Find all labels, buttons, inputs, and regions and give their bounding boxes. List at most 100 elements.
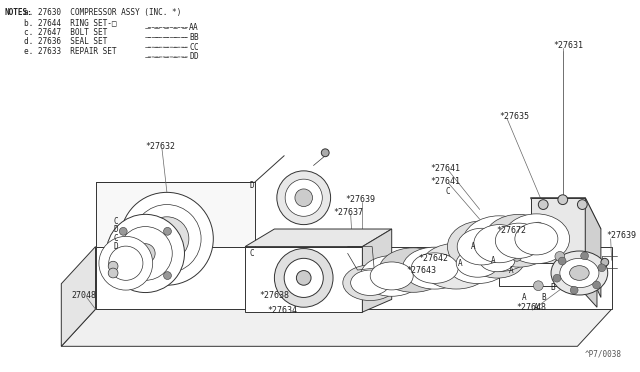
Text: a. 27630  COMPRESSOR ASSY (INC. *): a. 27630 COMPRESSOR ASSY (INC. *) <box>24 8 181 17</box>
Polygon shape <box>531 198 585 263</box>
Polygon shape <box>531 198 601 229</box>
Ellipse shape <box>360 256 423 296</box>
Text: B: B <box>550 283 556 292</box>
Polygon shape <box>61 247 95 346</box>
Circle shape <box>577 200 588 209</box>
Circle shape <box>580 252 589 260</box>
Circle shape <box>164 227 172 235</box>
Ellipse shape <box>447 221 516 272</box>
Circle shape <box>534 281 543 291</box>
Ellipse shape <box>120 192 213 285</box>
Text: *27672: *27672 <box>496 227 526 235</box>
Ellipse shape <box>412 253 458 283</box>
Text: A: A <box>189 23 194 32</box>
Text: B: B <box>189 33 194 42</box>
Ellipse shape <box>484 214 554 267</box>
Circle shape <box>119 227 127 235</box>
Text: 27048: 27048 <box>71 291 96 300</box>
Ellipse shape <box>285 179 323 216</box>
Text: C: C <box>445 187 450 196</box>
Polygon shape <box>95 247 612 309</box>
Ellipse shape <box>351 270 390 295</box>
Ellipse shape <box>156 228 178 250</box>
Text: A: A <box>534 303 539 312</box>
Ellipse shape <box>145 217 189 261</box>
Ellipse shape <box>136 244 155 263</box>
Text: *27639: *27639 <box>607 231 637 240</box>
Ellipse shape <box>479 249 515 272</box>
Ellipse shape <box>132 205 201 273</box>
Circle shape <box>558 195 568 205</box>
Ellipse shape <box>474 225 525 263</box>
Circle shape <box>598 264 605 272</box>
Polygon shape <box>577 227 597 307</box>
Ellipse shape <box>284 258 323 298</box>
Circle shape <box>534 222 543 232</box>
Text: *27635: *27635 <box>499 112 529 121</box>
Text: e. 27633  REPAIR SET: e. 27633 REPAIR SET <box>24 47 116 56</box>
Text: d. 27636  SEAL SET: d. 27636 SEAL SET <box>24 38 108 46</box>
Ellipse shape <box>343 265 397 301</box>
Text: *27642: *27642 <box>418 254 448 263</box>
Ellipse shape <box>295 189 312 206</box>
Polygon shape <box>95 182 255 247</box>
Text: A: A <box>509 266 513 275</box>
Circle shape <box>119 272 127 279</box>
Polygon shape <box>499 227 597 258</box>
Text: *27639: *27639 <box>346 195 376 204</box>
Circle shape <box>570 286 578 294</box>
Ellipse shape <box>570 266 589 280</box>
Text: D: D <box>114 225 118 234</box>
Text: D: D <box>189 52 194 61</box>
Polygon shape <box>245 229 392 247</box>
Ellipse shape <box>503 214 570 264</box>
Circle shape <box>108 261 118 271</box>
Text: C: C <box>250 249 254 258</box>
Circle shape <box>512 251 522 261</box>
Text: B: B <box>193 33 198 42</box>
Text: c. 27647  BOLT SET: c. 27647 BOLT SET <box>24 28 108 37</box>
Text: *27634: *27634 <box>268 306 298 315</box>
Ellipse shape <box>379 248 447 292</box>
Ellipse shape <box>296 270 311 285</box>
Text: *27643: *27643 <box>406 266 436 275</box>
Circle shape <box>558 257 566 265</box>
Text: B: B <box>541 293 545 302</box>
Text: A: A <box>470 242 475 251</box>
Ellipse shape <box>141 250 149 257</box>
Polygon shape <box>585 198 601 298</box>
Text: *27648: *27648 <box>517 303 547 312</box>
Text: *27641: *27641 <box>431 164 461 173</box>
Text: A: A <box>458 259 463 268</box>
Text: D: D <box>250 180 254 189</box>
Text: C: C <box>114 234 118 243</box>
Text: D: D <box>114 242 118 251</box>
Text: b. 27644  RING SET-□: b. 27644 RING SET-□ <box>24 18 116 27</box>
Ellipse shape <box>462 216 536 272</box>
Circle shape <box>164 272 172 279</box>
Polygon shape <box>245 247 362 312</box>
Ellipse shape <box>99 236 153 290</box>
Text: *27637: *27637 <box>333 208 363 217</box>
Text: D: D <box>193 52 198 61</box>
Circle shape <box>321 149 329 157</box>
Ellipse shape <box>447 243 509 283</box>
Text: A: A <box>491 256 495 265</box>
Ellipse shape <box>456 249 499 277</box>
Ellipse shape <box>163 235 171 243</box>
Ellipse shape <box>275 248 333 307</box>
Circle shape <box>538 200 548 209</box>
Circle shape <box>601 258 609 266</box>
Ellipse shape <box>106 214 184 292</box>
Text: *27631: *27631 <box>553 41 583 50</box>
Polygon shape <box>499 227 577 286</box>
Circle shape <box>555 251 564 261</box>
Text: ^P7/0038: ^P7/0038 <box>584 349 621 358</box>
Text: *27641: *27641 <box>431 177 461 186</box>
Ellipse shape <box>551 251 608 295</box>
Ellipse shape <box>560 258 599 288</box>
Text: A: A <box>193 23 198 32</box>
Ellipse shape <box>421 243 492 289</box>
Ellipse shape <box>118 227 172 280</box>
Text: C: C <box>193 43 198 52</box>
